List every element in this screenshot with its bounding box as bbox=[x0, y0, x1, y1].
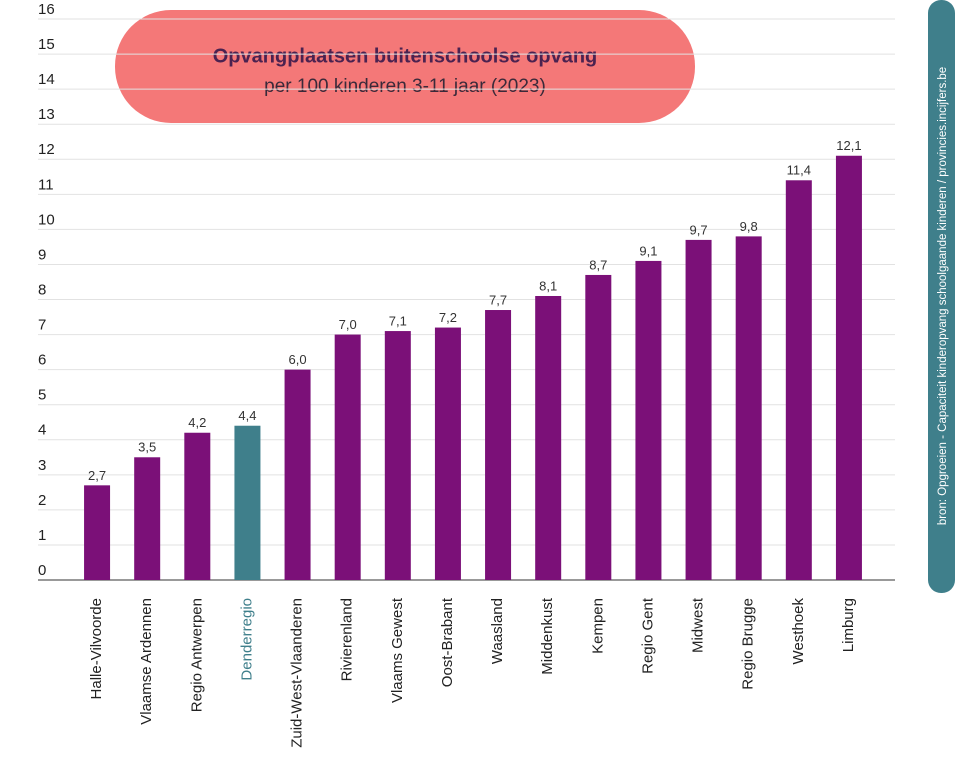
x-tick-label: Regio Brugge bbox=[740, 598, 757, 690]
value-label: 8,7 bbox=[589, 257, 607, 272]
bar bbox=[735, 236, 762, 580]
x-tick-label: Halle-Vilvoorde bbox=[88, 598, 105, 699]
y-tick-label: 13 bbox=[38, 106, 55, 123]
y-tick-label: 10 bbox=[38, 211, 55, 228]
x-tick-label: Waasland bbox=[489, 598, 506, 664]
value-label: 2,7 bbox=[88, 468, 106, 483]
source-pill bbox=[928, 0, 955, 593]
bar bbox=[234, 425, 261, 580]
value-label: 9,8 bbox=[740, 219, 758, 234]
x-tick-label: Westhoek bbox=[790, 598, 807, 665]
bar bbox=[485, 310, 512, 580]
y-tick-label: 1 bbox=[38, 527, 46, 544]
value-label: 6,0 bbox=[289, 352, 307, 367]
chart-title: Opvangplaatsen buitenschoolse opvang bbox=[213, 45, 598, 67]
bar bbox=[84, 485, 111, 580]
source: bron: Opgroeien - Capaciteit kinderopvan… bbox=[937, 67, 949, 525]
y-tick-label: 9 bbox=[38, 246, 46, 263]
y-tick-label: 16 bbox=[38, 1, 55, 18]
value-label: 4,2 bbox=[188, 415, 206, 430]
value-label: 7,0 bbox=[339, 317, 357, 332]
x-tick-label: Midwest bbox=[690, 597, 707, 653]
bar bbox=[184, 432, 211, 580]
y-tick-label: 2 bbox=[38, 492, 46, 509]
bar bbox=[434, 327, 461, 580]
x-tick-label: Middenkust bbox=[539, 597, 556, 675]
y-tick-label: 15 bbox=[38, 36, 55, 53]
bar bbox=[585, 274, 612, 580]
bar bbox=[685, 239, 712, 581]
x-tick-label: Denderregio bbox=[238, 598, 255, 681]
value-label: 3,5 bbox=[138, 440, 156, 455]
y-tick-label: 6 bbox=[38, 352, 46, 369]
value-label: 7,1 bbox=[389, 313, 407, 328]
bar bbox=[535, 295, 562, 580]
bar bbox=[785, 180, 812, 580]
y-tick-label: 5 bbox=[38, 387, 46, 404]
x-tick-label: Regio Antwerpen bbox=[188, 598, 205, 712]
x-tick-label: Kempen bbox=[589, 598, 606, 654]
bar bbox=[334, 334, 361, 580]
y-tick-label: 4 bbox=[38, 422, 46, 439]
y-tick-label: 7 bbox=[38, 317, 46, 334]
x-tick-label: Zuid-West-Vlaanderen bbox=[289, 598, 306, 748]
value-label: 12,1 bbox=[836, 138, 861, 153]
value-label: 9,1 bbox=[639, 243, 657, 258]
y-tick-label: 3 bbox=[38, 457, 46, 474]
chart-subtitle: per 100 kinderen 3-11 jaar (2023) bbox=[264, 76, 546, 97]
y-tick-label: 0 bbox=[38, 562, 46, 579]
value-label: 7,7 bbox=[489, 292, 507, 307]
y-tick-label: 11 bbox=[38, 176, 54, 193]
y-tick-label: 8 bbox=[38, 281, 46, 298]
bar bbox=[635, 260, 662, 580]
x-tick-label: Limburg bbox=[840, 598, 857, 652]
value-label: 4,4 bbox=[238, 408, 256, 423]
x-tick-label: Rivierenland bbox=[339, 598, 356, 681]
value-label: 9,7 bbox=[690, 222, 708, 237]
title-pill bbox=[115, 10, 695, 123]
x-tick-label: Vlaamse Ardennen bbox=[138, 598, 155, 725]
value-label: 7,2 bbox=[439, 310, 457, 325]
y-tick-label: 12 bbox=[38, 141, 55, 158]
x-tick-label: Regio Gent bbox=[639, 597, 656, 674]
x-tick-label: Vlaams Gewest bbox=[389, 597, 406, 703]
value-label: 11,4 bbox=[787, 163, 811, 178]
bar bbox=[384, 331, 411, 580]
bar bbox=[134, 457, 161, 580]
bar bbox=[835, 155, 862, 580]
y-tick-label: 14 bbox=[38, 71, 55, 88]
bar bbox=[284, 369, 311, 580]
x-tick-label: Oost-Brabant bbox=[439, 597, 456, 687]
value-label: 8,1 bbox=[539, 278, 557, 293]
